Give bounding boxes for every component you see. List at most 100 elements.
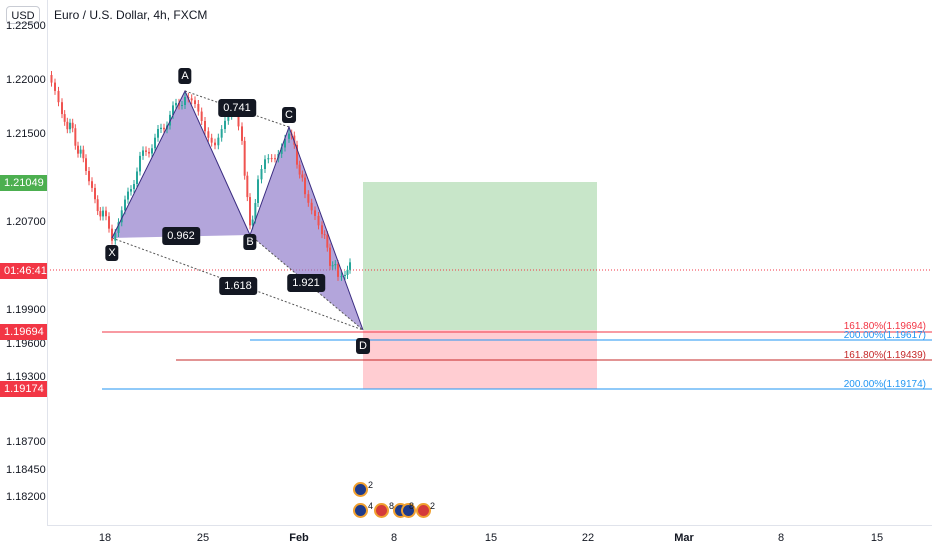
candle-body bbox=[210, 137, 213, 143]
stop-price-tag: 1.19694 bbox=[0, 324, 47, 340]
candle-body bbox=[71, 122, 74, 129]
time-label: 15 bbox=[484, 532, 498, 544]
candle-body bbox=[130, 189, 132, 192]
event-count: 4 bbox=[368, 501, 374, 511]
price-label: 1.18200 bbox=[6, 491, 46, 503]
time-axis[interactable] bbox=[47, 525, 932, 551]
euro-flag-icon[interactable] bbox=[353, 482, 368, 497]
candle-body bbox=[246, 175, 249, 198]
fib-label-200-2: 200.00%(1.19174) bbox=[843, 379, 926, 390]
time-label: 15 bbox=[870, 532, 884, 544]
candle-body bbox=[326, 234, 329, 248]
candle-body bbox=[220, 129, 223, 138]
abc-ratio-label: 0.741 bbox=[218, 99, 256, 117]
event-count: 8 bbox=[409, 501, 415, 511]
time-label: 22 bbox=[581, 532, 595, 544]
us-flag-icon[interactable] bbox=[416, 503, 431, 518]
candle-body bbox=[237, 112, 240, 127]
point-d-label: D bbox=[356, 338, 370, 354]
candle-body bbox=[117, 222, 120, 233]
candle-body bbox=[296, 144, 298, 165]
candle-body bbox=[331, 265, 334, 267]
candle-body bbox=[194, 100, 196, 105]
price-label: 1.18700 bbox=[6, 436, 46, 448]
candle-body bbox=[307, 194, 310, 203]
time-label: 8 bbox=[390, 532, 398, 544]
candle-body bbox=[181, 104, 183, 106]
pattern-bcd-triangle[interactable] bbox=[250, 127, 363, 330]
point-b-label: B bbox=[243, 234, 257, 250]
candle-body bbox=[270, 158, 273, 160]
candle-body bbox=[94, 187, 96, 200]
candle-body bbox=[127, 191, 129, 200]
point-c-label: C bbox=[282, 107, 296, 123]
candle-body bbox=[108, 216, 110, 229]
candle-body bbox=[249, 197, 251, 226]
candle-body bbox=[243, 140, 246, 176]
candle-body bbox=[102, 210, 104, 217]
countdown-price-tag: 01:46:41 bbox=[0, 263, 47, 279]
candle-body bbox=[151, 148, 153, 154]
time-label: Feb bbox=[289, 532, 309, 544]
point-a-label: A bbox=[178, 68, 192, 84]
candle-body bbox=[251, 219, 254, 226]
candle-body bbox=[200, 111, 203, 121]
candle-body bbox=[63, 114, 66, 122]
candle-body bbox=[69, 122, 71, 130]
candle-body bbox=[111, 228, 113, 241]
candle-body bbox=[288, 133, 290, 139]
event-count: 2 bbox=[368, 480, 374, 490]
candle-body bbox=[145, 150, 147, 152]
candle-body bbox=[91, 181, 93, 188]
candle-body bbox=[321, 225, 323, 235]
price-label: 1.22000 bbox=[6, 74, 46, 86]
xab-ratio-label: 0.962 bbox=[162, 227, 200, 245]
candlesticks bbox=[50, 71, 351, 281]
pattern-xab-triangle[interactable] bbox=[112, 91, 250, 238]
candle-body bbox=[124, 199, 126, 211]
euro-flag-icon[interactable] bbox=[353, 503, 368, 518]
candle-body bbox=[54, 82, 56, 91]
price-label: 1.18450 bbox=[6, 464, 46, 476]
candle-body bbox=[264, 159, 266, 170]
candle-body bbox=[163, 127, 165, 130]
currency-badge[interactable]: USD bbox=[6, 6, 40, 24]
candle-body bbox=[114, 232, 117, 241]
candle-body bbox=[142, 150, 144, 156]
us-flag-icon[interactable] bbox=[374, 503, 389, 518]
candle-body bbox=[96, 199, 99, 212]
candle-body bbox=[310, 202, 313, 211]
candle-body bbox=[88, 170, 90, 182]
point-x-label: X bbox=[105, 245, 119, 261]
price-label: 1.19300 bbox=[6, 371, 46, 383]
candle-body bbox=[50, 75, 53, 83]
time-label: Mar bbox=[674, 532, 694, 544]
candle-body bbox=[349, 262, 351, 270]
price-label: 1.22500 bbox=[6, 20, 46, 32]
candle-body bbox=[133, 183, 135, 190]
candle-body bbox=[284, 138, 286, 148]
candle-body bbox=[280, 147, 283, 154]
symbol-title[interactable]: Euro / U.S. Dollar, 4h, FXCM bbox=[54, 8, 208, 22]
price-label: 1.19600 bbox=[6, 338, 46, 350]
time-label: 8 bbox=[777, 532, 785, 544]
candle-body bbox=[241, 126, 243, 141]
candle-body bbox=[190, 98, 193, 101]
candle-body bbox=[337, 264, 339, 277]
time-label: 18 bbox=[98, 532, 112, 544]
profit-zone[interactable] bbox=[363, 182, 597, 330]
candle-body bbox=[340, 276, 343, 278]
candle-body bbox=[267, 158, 270, 160]
candle-body bbox=[214, 142, 216, 146]
candle-body bbox=[301, 174, 304, 178]
candle-body bbox=[204, 120, 206, 132]
candle-body bbox=[197, 104, 200, 112]
candle-body bbox=[304, 177, 306, 195]
euro-flag-icon[interactable] bbox=[401, 503, 416, 518]
candle-body bbox=[346, 269, 349, 275]
candle-body bbox=[61, 102, 63, 115]
candle-body bbox=[323, 234, 326, 236]
candle-body bbox=[298, 164, 301, 175]
